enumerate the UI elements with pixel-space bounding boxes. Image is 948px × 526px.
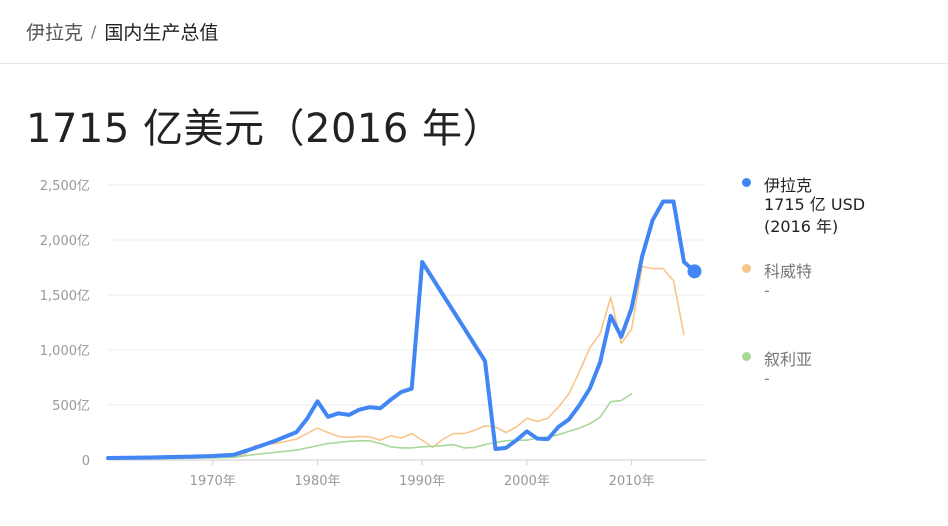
series-line-1 xyxy=(107,265,685,459)
legend-value: (2016 年) xyxy=(764,217,839,236)
legend-value: 1715 亿 USD xyxy=(764,195,866,214)
breadcrumb: 伊拉克 / 国内生产总值 xyxy=(0,0,948,64)
series-lines xyxy=(106,199,702,460)
y-tick-label: 0 xyxy=(82,454,90,469)
x-tick-label: 1980年 xyxy=(294,474,340,489)
x-tick-label: 2000年 xyxy=(504,474,550,489)
breadcrumb-separator: / xyxy=(91,22,97,41)
grid-lines xyxy=(108,184,706,461)
legend-name: 伊拉克 xyxy=(764,176,813,195)
y-tick-label: 2,500亿 xyxy=(40,179,90,194)
y-tick-label: 1,000亿 xyxy=(40,344,90,359)
y-axis-ticks: 0 500亿 1,000亿 1,500亿 2,000亿 2,500亿 xyxy=(40,179,90,469)
legend-name: 叙利亚 xyxy=(764,350,813,369)
legend-dot-icon xyxy=(742,178,751,187)
series-line-0 xyxy=(106,199,697,460)
legend-name: 科威特 xyxy=(764,262,813,281)
legend-value: - xyxy=(764,281,770,300)
breadcrumb-country-link[interactable]: 伊拉克 xyxy=(26,22,84,44)
legend-dot-icon xyxy=(742,352,751,361)
x-tick-label: 1990年 xyxy=(399,474,445,489)
y-tick-label: 2,000亿 xyxy=(40,234,90,249)
y-tick-label: 500亿 xyxy=(52,399,90,414)
x-tick-label: 2010年 xyxy=(609,474,655,489)
series-line-2 xyxy=(107,393,633,460)
x-axis-ticks: 1970年 1980年 1990年 2000年 2010年 xyxy=(190,460,655,489)
x-tick-label: 1970年 xyxy=(190,474,236,489)
headline-value: 1715 亿美元（2016 年） xyxy=(26,106,504,152)
legend-value: - xyxy=(764,369,770,388)
gdp-line-chart: 0 500亿 1,000亿 1,500亿 2,000亿 2,500亿 1970年 1980年… xyxy=(40,179,706,489)
highlighted-point[interactable] xyxy=(687,264,702,279)
breadcrumb-metric: 国内生产总值 xyxy=(104,22,219,44)
y-tick-label: 1,500亿 xyxy=(40,289,90,304)
legend-dot-icon xyxy=(742,264,751,273)
